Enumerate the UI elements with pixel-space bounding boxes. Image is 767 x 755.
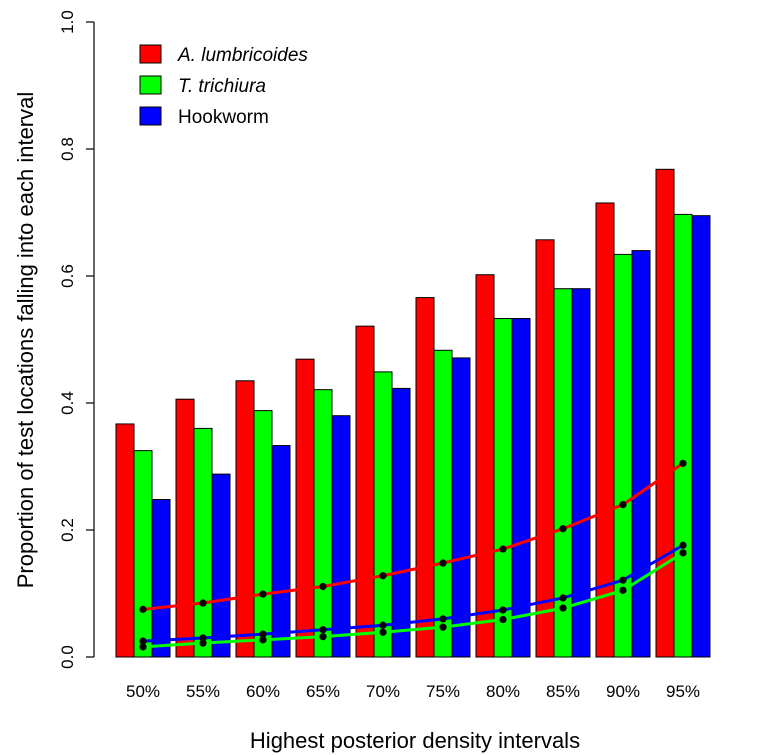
line-point-0-7 <box>559 525 567 533</box>
bar-t-trichiura-7 <box>553 288 573 658</box>
legend-swatch-1 <box>139 75 162 95</box>
legend-swatch-2 <box>139 106 162 126</box>
line-point-2-3 <box>319 633 327 641</box>
y-tick-label-3: 0.6 <box>58 264 77 288</box>
x-tick-label-4: 70% <box>366 682 400 701</box>
bar-a-lumbricoides-5 <box>415 297 435 658</box>
y-tick-label-1: 0.2 <box>58 518 77 542</box>
y-tick-label-4: 0.8 <box>58 137 77 161</box>
line-point-2-5 <box>439 623 447 631</box>
x-tick-label-3: 65% <box>306 682 340 701</box>
line-point-1-4 <box>379 621 387 629</box>
y-tick-label-2: 0.4 <box>58 391 77 415</box>
line-point-1-1 <box>199 634 207 642</box>
line-point-0-1 <box>199 599 207 607</box>
line-point-1-2 <box>259 630 267 638</box>
bar-a-lumbricoides-2 <box>235 380 255 658</box>
legend-label-0: A. lumbricoides <box>177 45 308 66</box>
bar-a-lumbricoides-4 <box>355 325 375 658</box>
bar-hookworm-2 <box>271 445 291 658</box>
bar-a-lumbricoides-6 <box>475 274 495 658</box>
series-line-1 <box>142 543 684 643</box>
line-point-0-9 <box>679 459 687 467</box>
x-tick-label-5: 75% <box>426 682 460 701</box>
x-tick-labels: 50% 55% 60% 65% 70% 75% 80% 85% 90% 95% <box>126 682 700 701</box>
line-point-2-8 <box>619 586 627 594</box>
bar-group <box>115 168 711 658</box>
series-line-2 <box>142 551 684 649</box>
bar-hookworm-8 <box>631 250 651 658</box>
line-point-0-3 <box>319 582 327 591</box>
line-point-1-3 <box>319 626 327 634</box>
bar-a-lumbricoides-7 <box>535 239 555 658</box>
line-point-1-8 <box>619 576 627 584</box>
x-tick-label-8: 90% <box>606 682 640 701</box>
line-point-2-0 <box>139 643 147 651</box>
x-tick-label-2: 60% <box>246 682 280 701</box>
x-tick-label-9: 95% <box>666 682 700 701</box>
bar-hookworm-6 <box>511 318 531 658</box>
bar-t-trichiura-2 <box>253 410 273 658</box>
line-point-2-2 <box>259 636 267 644</box>
line-point-2-6 <box>499 615 507 624</box>
y-axis-title: Proportion of test locations falling int… <box>13 92 38 589</box>
x-tick-label-1: 55% <box>186 682 220 701</box>
bar-t-trichiura-1 <box>193 427 213 658</box>
line-point-1-7 <box>559 594 567 602</box>
series-line-0 <box>142 462 684 611</box>
y-axis: 0.0 0.2 0.4 0.6 0.8 1.0 <box>58 10 95 669</box>
bar-a-lumbricoides-1 <box>175 398 195 658</box>
bar-hookworm-0 <box>151 499 171 658</box>
y-tick-label-5: 1.0 <box>58 10 77 34</box>
bar-a-lumbricoides-3 <box>295 358 315 658</box>
line-point-0-5 <box>439 559 447 567</box>
bar-a-lumbricoides-0 <box>115 423 135 658</box>
y-tick-label-0: 0.0 <box>58 645 77 669</box>
bar-a-lumbricoides-9 <box>655 168 675 658</box>
line-point-2-7 <box>559 604 567 612</box>
bar-hookworm-5 <box>451 357 471 658</box>
line-group <box>139 459 687 651</box>
bar-hookworm-4 <box>391 387 411 658</box>
legend: A. lumbricoides T. trichiura Hookworm <box>139 44 308 128</box>
bar-t-trichiura-0 <box>133 450 153 658</box>
bar-t-trichiura-9 <box>673 213 693 658</box>
legend-swatch-0 <box>139 44 162 64</box>
bar-t-trichiura-6 <box>493 318 513 658</box>
x-tick-label-6: 80% <box>486 682 520 701</box>
line-point-0-6 <box>499 545 507 553</box>
line-point-1-0 <box>139 637 147 645</box>
line-point-1-5 <box>439 615 447 623</box>
line-point-0-4 <box>379 572 387 580</box>
line-point-0-8 <box>619 501 627 509</box>
line-point-1-6 <box>499 606 507 614</box>
line-point-0-2 <box>259 590 267 598</box>
line-point-0-0 <box>139 605 147 613</box>
bar-hookworm-1 <box>211 473 231 658</box>
line-point-2-9 <box>679 549 687 557</box>
legend-label-2: Hookworm <box>178 107 269 128</box>
x-axis-title: Highest posterior density intervals <box>250 728 580 753</box>
bar-t-trichiura-4 <box>373 371 393 658</box>
bar-t-trichiura-3 <box>313 389 333 658</box>
legend-label-1: T. trichiura <box>178 76 266 97</box>
bar-hookworm-9 <box>691 215 711 658</box>
bar-t-trichiura-8 <box>613 253 633 658</box>
x-tick-label-7: 85% <box>546 682 580 701</box>
bar-t-trichiura-5 <box>433 349 453 658</box>
x-tick-label-0: 50% <box>126 682 160 701</box>
bar-hookworm-3 <box>331 415 351 658</box>
line-point-1-9 <box>679 541 687 549</box>
line-point-2-1 <box>199 639 207 647</box>
line-point-2-4 <box>379 628 387 636</box>
bar-hookworm-7 <box>571 288 591 658</box>
